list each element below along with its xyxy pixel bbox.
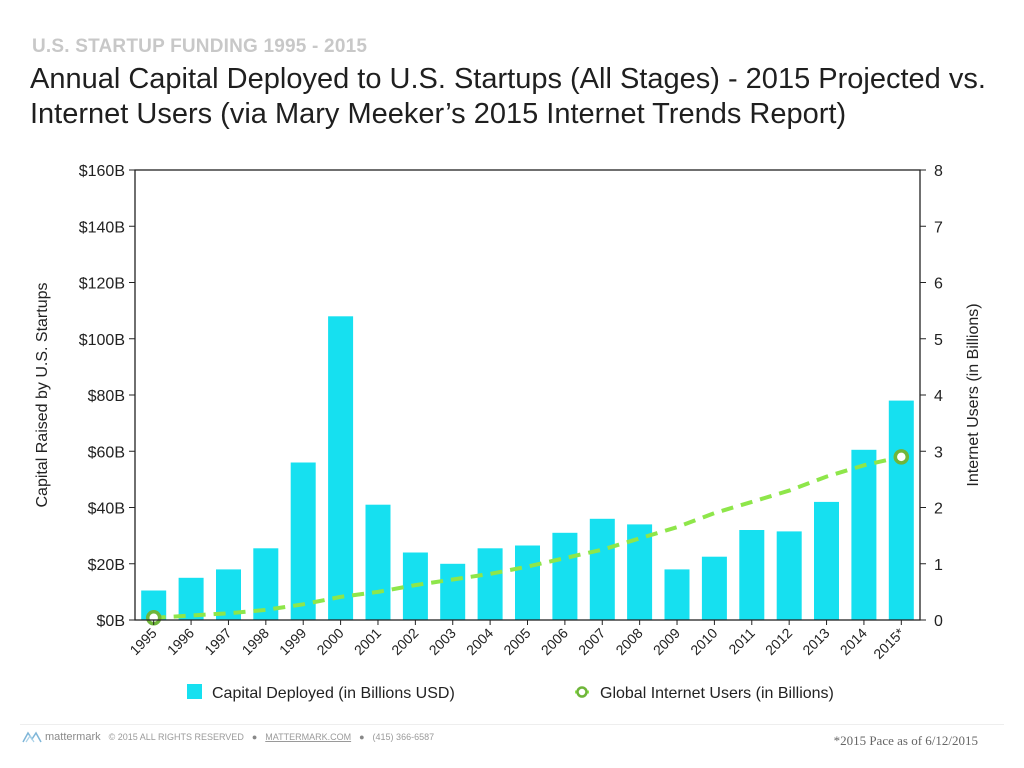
footer-separator: ● [359, 732, 365, 742]
bar-2007 [589, 518, 615, 621]
x-tick-label: 2011 [725, 625, 758, 658]
left-tick-label: $0B [97, 613, 125, 630]
legend-label-users: Global Internet Users (in Billions) [600, 685, 834, 702]
chart-kicker: U.S. STARTUP FUNDING 1995 - 2015 [32, 36, 368, 57]
legend-label-capital: Capital Deployed (in Billions USD) [212, 685, 455, 702]
legend: Capital Deployed (in Billions USD) Globa… [187, 684, 834, 702]
x-tick-label: 2006 [538, 625, 571, 658]
x-tick-label: 2013 [799, 625, 832, 658]
right-tick-label: 7 [934, 219, 943, 236]
right-tick-label: 4 [934, 388, 943, 405]
x-axis-ticks: 1995 1996 1997 1998 1999 2000 2001 2002 2003 2004… [126, 620, 908, 662]
x-tick-label: 2008 [612, 625, 645, 658]
left-tick-label: $20B [88, 557, 125, 574]
footnote: *2015 Pace as of 6/12/2015 [833, 733, 978, 748]
footer-divider [20, 724, 1004, 725]
bar-2010 [701, 556, 727, 620]
left-tick-label: $80B [88, 388, 125, 405]
x-tick-label: 2004 [463, 625, 496, 658]
bar-1996 [178, 577, 204, 620]
legend-marker-users [576, 686, 588, 698]
right-tick-label: 5 [934, 332, 943, 349]
right-tick-label: 6 [934, 276, 943, 293]
internet-users-line [153, 454, 902, 620]
left-tick-label: $140B [79, 219, 125, 236]
footer-copyright: © 2015 ALL RIGHTS RESERVED [108, 732, 244, 742]
bar-2005 [515, 545, 540, 620]
left-tick-label: $120B [79, 276, 125, 293]
x-tick-label: 1996 [164, 625, 197, 658]
x-tick-label: 2007 [575, 625, 608, 658]
bar-2000 [328, 316, 354, 621]
x-tick-label: 1999 [276, 625, 309, 658]
left-tick-label: $100B [79, 332, 125, 349]
x-tick-label: 2002 [388, 625, 421, 658]
right-tick-label: 1 [934, 557, 943, 574]
left-tick-label: $40B [88, 501, 125, 518]
x-tick-label: 2001 [351, 625, 384, 658]
bar-2008 [627, 524, 653, 620]
bar-2003 [440, 563, 466, 621]
bar-2012 [776, 531, 802, 620]
left-axis-ticks: $0B $20B $40B $60B $80B $100B $120B $140B $160B [79, 163, 135, 630]
x-tick-label: 2012 [762, 625, 795, 658]
bar-series [141, 316, 914, 621]
bar-2001 [365, 504, 391, 620]
x-tick-label: 2014 [837, 625, 870, 658]
bar-2013 [814, 501, 839, 620]
bar-2006 [552, 532, 578, 620]
mattermark-logo-icon [22, 731, 42, 743]
bar-2009 [664, 569, 690, 620]
x-tick-label: 2005 [500, 625, 533, 658]
x-tick-label: 1995 [126, 625, 159, 658]
x-tick-label: 1998 [239, 625, 272, 658]
bar-2004 [477, 548, 503, 620]
brand-name: mattermark [45, 731, 101, 743]
left-tick-label: $160B [79, 163, 125, 180]
bar-2014 [851, 449, 877, 620]
right-tick-label: 2 [934, 501, 943, 518]
combo-chart: $0B$20B$40B$60B$80B$100B$120B$140B$160B … [34, 163, 982, 702]
chart-title: Annual Capital Deployed to U.S. Startups… [30, 63, 986, 130]
x-tick-label: 2010 [687, 625, 720, 658]
left-axis-label: Capital Raised by U.S. Startups [34, 283, 51, 508]
line-series [145, 449, 910, 626]
right-tick-label: 0 [934, 613, 943, 630]
right-axis-ticks: 0 1 2 3 4 5 6 7 8 [920, 163, 943, 630]
line-point-2015* [893, 449, 910, 465]
x-tick-label: 2009 [650, 625, 683, 658]
right-axis-label: Internet Users (in Billions) [965, 303, 982, 486]
bar-2011 [739, 530, 765, 620]
x-tick-label: 2000 [313, 625, 346, 658]
bar-2015* [888, 400, 914, 620]
left-tick-label: $60B [88, 444, 125, 461]
footer-phone: (415) 366-6587 [372, 732, 435, 742]
x-tick-label: 2003 [426, 625, 459, 658]
bar-1999 [290, 462, 316, 620]
footer-site-link[interactable]: MATTERMARK.COM [265, 732, 352, 742]
footer-separator: ● [251, 732, 258, 742]
brand-logo: mattermark [22, 731, 101, 743]
right-tick-label: 3 [934, 444, 943, 461]
legend-swatch-capital [187, 684, 202, 699]
footer: mattermark © 2015 ALL RIGHTS RESERVED ● … [22, 731, 434, 743]
right-tick-label: 8 [934, 163, 943, 180]
x-tick-label: 2015* [870, 624, 908, 662]
x-tick-label: 1997 [201, 625, 234, 658]
